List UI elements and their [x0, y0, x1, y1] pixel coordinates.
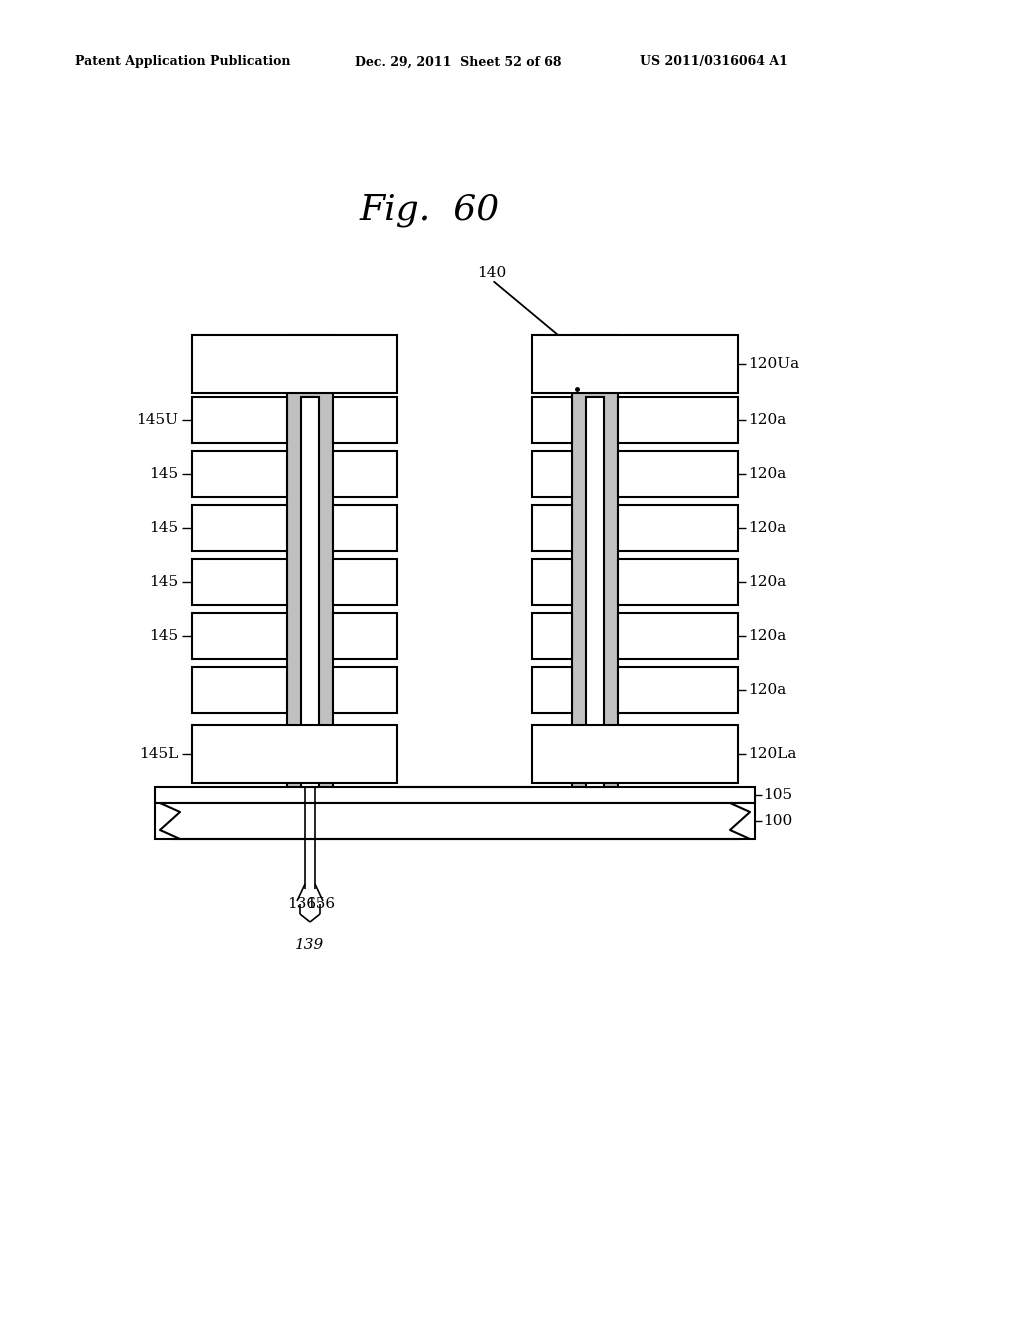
Text: 140: 140	[477, 267, 506, 280]
Bar	[572, 335, 618, 787]
Text: 120a: 120a	[748, 413, 786, 426]
Text: Patent Application Publication: Patent Application Publication	[75, 55, 291, 69]
Bar	[532, 612, 572, 659]
Bar	[193, 725, 397, 783]
Bar	[618, 667, 738, 713]
Bar	[193, 612, 287, 659]
Bar	[532, 506, 572, 550]
Text: 120La: 120La	[748, 747, 797, 762]
Bar	[155, 787, 755, 803]
Text: 105: 105	[763, 788, 793, 803]
Bar	[618, 558, 738, 605]
Bar	[193, 558, 287, 605]
Bar	[193, 451, 287, 498]
Bar	[193, 506, 287, 550]
Text: 156: 156	[306, 898, 336, 911]
Text: 145L: 145L	[138, 747, 178, 762]
Bar	[618, 397, 738, 444]
Text: 145: 145	[148, 521, 178, 535]
Bar	[586, 397, 604, 787]
Bar	[193, 335, 397, 393]
Bar	[333, 506, 397, 550]
Bar	[618, 612, 738, 659]
Bar	[301, 397, 319, 787]
Text: 120a: 120a	[748, 630, 786, 643]
Bar	[193, 667, 287, 713]
Bar	[333, 667, 397, 713]
Text: 120a: 120a	[748, 682, 786, 697]
Text: 145: 145	[148, 576, 178, 589]
Bar	[287, 335, 333, 787]
Bar	[532, 558, 572, 605]
Text: 120a: 120a	[748, 467, 786, 480]
Bar	[155, 803, 755, 840]
Bar	[532, 667, 572, 713]
Text: 120a: 120a	[748, 576, 786, 589]
Bar	[333, 558, 397, 605]
Text: 120Ua: 120Ua	[748, 356, 799, 371]
Text: Fig.  60: Fig. 60	[359, 193, 500, 227]
Bar	[618, 451, 738, 498]
Text: 139: 139	[295, 939, 325, 952]
Bar	[333, 397, 397, 444]
Text: US 2011/0316064 A1: US 2011/0316064 A1	[640, 55, 787, 69]
Text: 136: 136	[288, 898, 316, 911]
Bar	[333, 612, 397, 659]
Text: 145: 145	[148, 630, 178, 643]
Text: 145U: 145U	[136, 413, 178, 426]
Bar	[193, 397, 287, 444]
Text: 145: 145	[148, 467, 178, 480]
Bar	[532, 725, 738, 783]
Bar	[532, 335, 738, 393]
Text: Dec. 29, 2011  Sheet 52 of 68: Dec. 29, 2011 Sheet 52 of 68	[355, 55, 561, 69]
Text: 100: 100	[763, 814, 793, 828]
Bar	[532, 397, 572, 444]
Bar	[333, 451, 397, 498]
Bar	[618, 506, 738, 550]
Bar	[532, 451, 572, 498]
Text: 120a: 120a	[748, 521, 786, 535]
